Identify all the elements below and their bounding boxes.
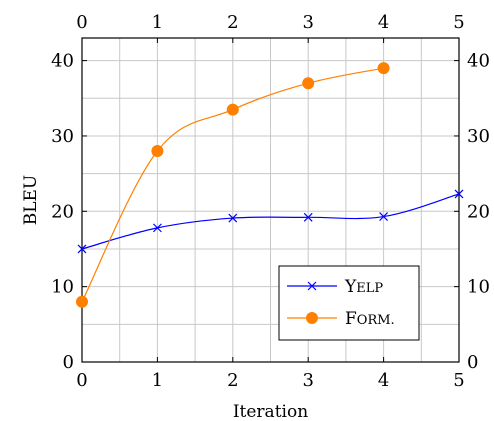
y-axis-title: BLEU [21, 175, 41, 226]
y-tick-label-right: 20 [467, 201, 490, 222]
data-point-yelp [303, 212, 313, 222]
marker-stroke [77, 244, 87, 254]
data-point-form [76, 295, 88, 308]
legend-swatch-marker [307, 281, 317, 291]
data-point-form [151, 145, 164, 158]
x-tick-label-top: 1 [152, 12, 163, 33]
x-tick-label-top: 2 [227, 12, 238, 33]
x-tick-label-top: 5 [453, 12, 464, 33]
y-tick-label-right: 30 [467, 126, 490, 147]
series-yelp [77, 189, 464, 254]
x-tick-label: 0 [76, 370, 87, 391]
x-axis-title: Iteration [233, 402, 308, 421]
y-tick-label: 40 [51, 51, 74, 72]
legend-box [278, 265, 420, 341]
series-form [76, 62, 390, 308]
marker-stroke [303, 212, 313, 222]
x-tick-label-top: 4 [378, 12, 389, 33]
series-line-yelp [81, 193, 460, 250]
data-point-yelp [454, 189, 464, 199]
legend-label-yelp: YELP [344, 277, 383, 297]
y-tick-label: 20 [51, 201, 74, 222]
marker-stroke [307, 281, 317, 291]
marker-stroke [228, 213, 238, 223]
data-point-form [377, 62, 390, 75]
grid [82, 38, 459, 362]
y-tick-label-right: 40 [467, 51, 490, 72]
data-point-yelp [379, 212, 389, 222]
y-tick-label-right: 10 [467, 277, 490, 298]
legend-label-form: FORM. [345, 309, 395, 329]
x-tick-label: 1 [152, 370, 163, 391]
marker-stroke [454, 189, 464, 199]
marker-stroke [379, 212, 389, 222]
legend-item-form: FORM. [287, 309, 395, 329]
series-line-form [81, 67, 384, 302]
marker-stroke [152, 223, 162, 233]
legend-swatch-marker [306, 312, 318, 324]
y-tick-label-right: 0 [467, 352, 478, 373]
legend: YELP FORM. [278, 265, 420, 341]
data-point-form [226, 103, 239, 116]
data-point-yelp [152, 223, 162, 233]
series-group [76, 62, 464, 308]
x-tick-label: 4 [378, 370, 389, 391]
data-point-form [302, 77, 315, 90]
x-tick-label: 5 [453, 370, 464, 391]
plot-frame [81, 37, 460, 363]
y-tick-label: 0 [63, 352, 74, 373]
y-tick-label: 10 [51, 277, 74, 298]
data-point-yelp [228, 213, 238, 223]
x-tick-label-top: 3 [302, 12, 313, 33]
x-tick-label-top: 0 [76, 12, 87, 33]
legend-item-yelp: YELP [287, 277, 383, 297]
data-point-yelp [77, 244, 87, 254]
x-tick-label: 3 [302, 370, 313, 391]
y-tick-label: 30 [51, 126, 74, 147]
x-tick-label: 2 [227, 370, 238, 391]
